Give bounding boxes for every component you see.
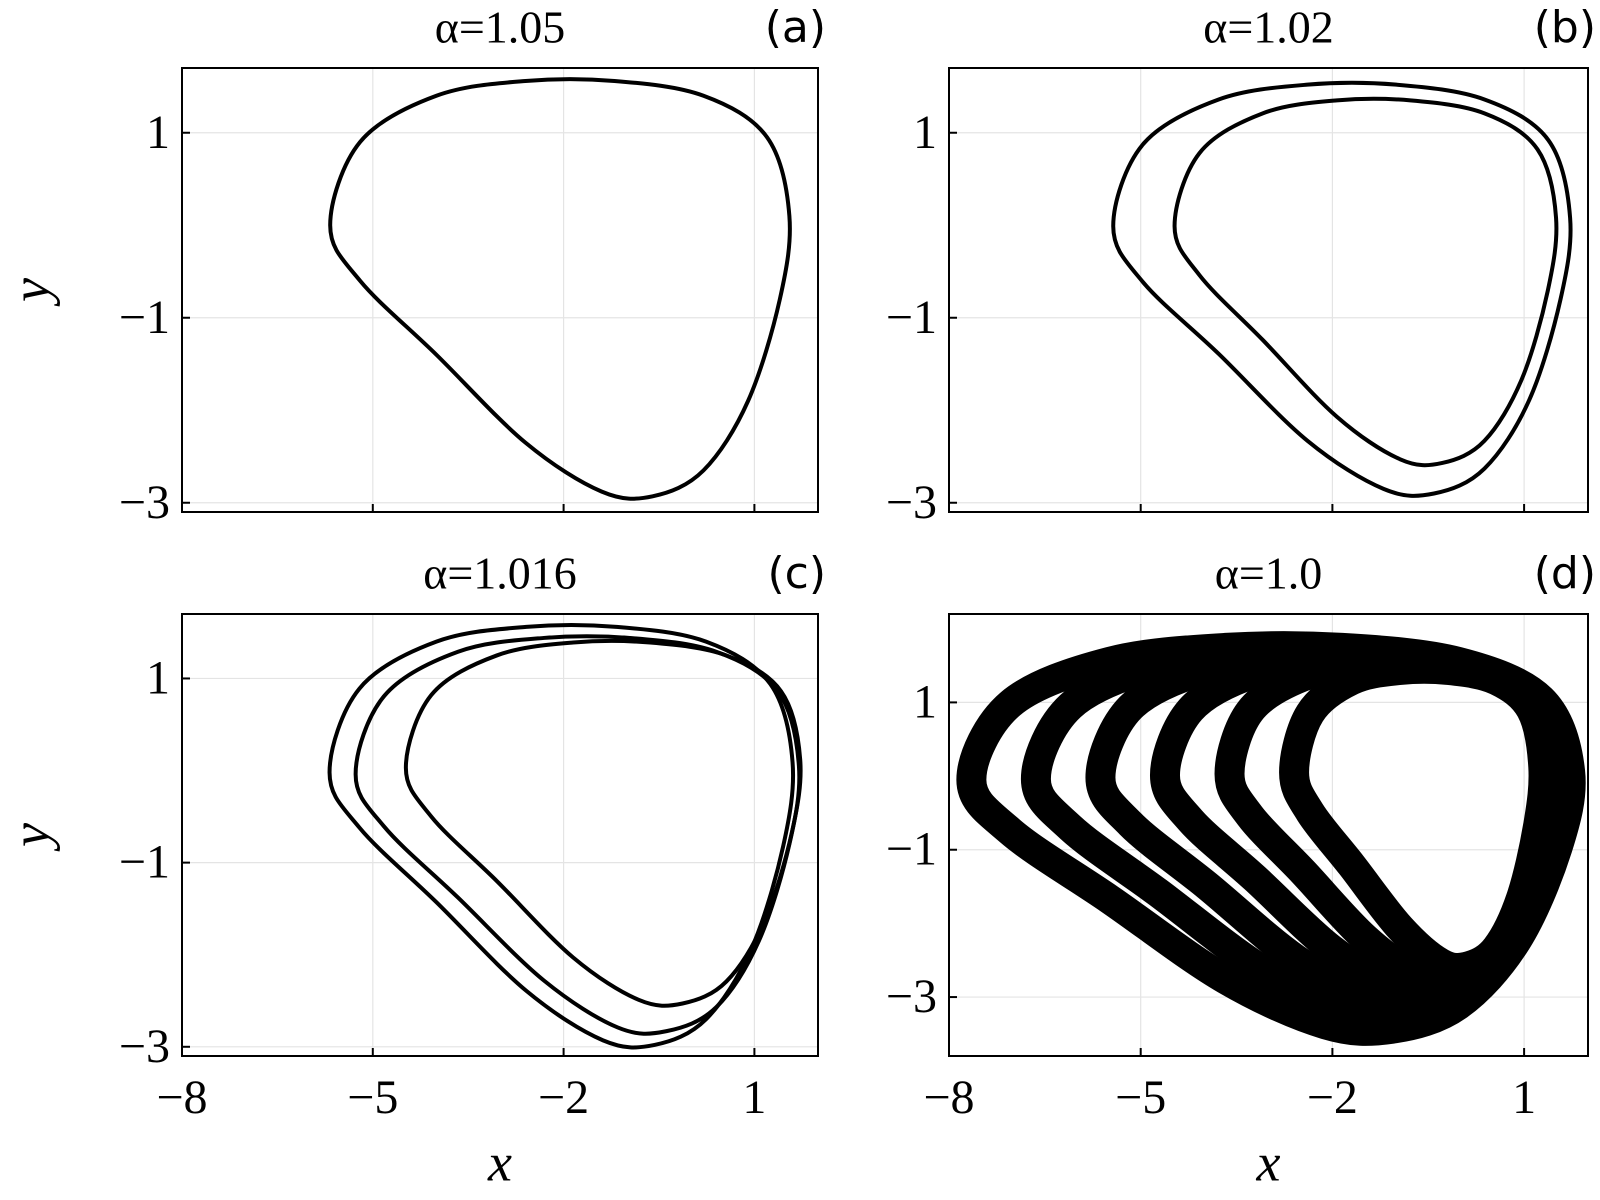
panel-label: (b) [1534, 2, 1596, 53]
panel: −3 −1 1 α=1.02 (b) [886, 2, 1596, 529]
plot-area [328, 77, 792, 501]
plot-area [956, 631, 1586, 1046]
y-tick-label: −3 [886, 970, 937, 1023]
y-tick-label: −1 [119, 836, 170, 889]
y-tick-label: 1 [146, 651, 170, 704]
panel-title: α=1.016 [423, 548, 577, 599]
y-tick-label: 1 [146, 106, 170, 159]
axes-frame [181, 613, 819, 1057]
trajectory [1111, 80, 1573, 498]
axes-frame [181, 67, 819, 513]
x-axis-label: x [487, 1132, 512, 1192]
trajectory [1279, 653, 1559, 984]
panel-title: α=1.0 [1215, 548, 1323, 599]
trajectory [327, 623, 796, 1050]
panel: −3 −1 1 α=1.05 (a) y [0, 2, 826, 529]
plot-area [327, 623, 803, 1050]
panel-title: α=1.05 [435, 2, 566, 53]
y-tick-label: −3 [119, 1020, 170, 1073]
x-tick-label: −2 [538, 1071, 589, 1124]
y-tick-label: −1 [119, 291, 170, 344]
x-axis-label: x [1256, 1132, 1281, 1192]
x-tick-label: −2 [1307, 1071, 1358, 1124]
y-axis-label: y [0, 823, 60, 852]
trajectory [403, 638, 803, 1008]
y-tick-label: −1 [886, 823, 937, 876]
x-tick-label: −8 [923, 1071, 974, 1124]
x-tick-label: 1 [742, 1071, 766, 1124]
y-tick-label: 1 [913, 106, 937, 159]
panel: −8 −5 −2 1 −3 −1 1 α=1.016 (c) y x [0, 548, 826, 1193]
plot-area [1111, 80, 1573, 498]
y-tick-label: −1 [886, 291, 937, 344]
axes-frame [948, 613, 1589, 1057]
trajectory [1172, 96, 1559, 468]
panel-label: (c) [767, 548, 826, 599]
axes-frame [948, 67, 1589, 513]
y-tick-label: 1 [913, 675, 937, 728]
y-tick-label: −3 [119, 476, 170, 529]
panel: −8 −5 −2 1 −3 −1 1 α=1.0 (d) x [886, 548, 1596, 1193]
y-tick-label: −3 [886, 476, 937, 529]
panel-title: α=1.02 [1203, 2, 1334, 53]
x-tick-label: 1 [1512, 1071, 1536, 1124]
trajectory [328, 77, 792, 501]
x-tick-label: −8 [156, 1071, 207, 1124]
panel-label: (a) [765, 2, 826, 53]
y-axis-label: y [0, 278, 60, 307]
x-tick-label: −5 [347, 1071, 398, 1124]
panel-label: (d) [1534, 548, 1596, 599]
x-tick-label: −5 [1115, 1071, 1166, 1124]
